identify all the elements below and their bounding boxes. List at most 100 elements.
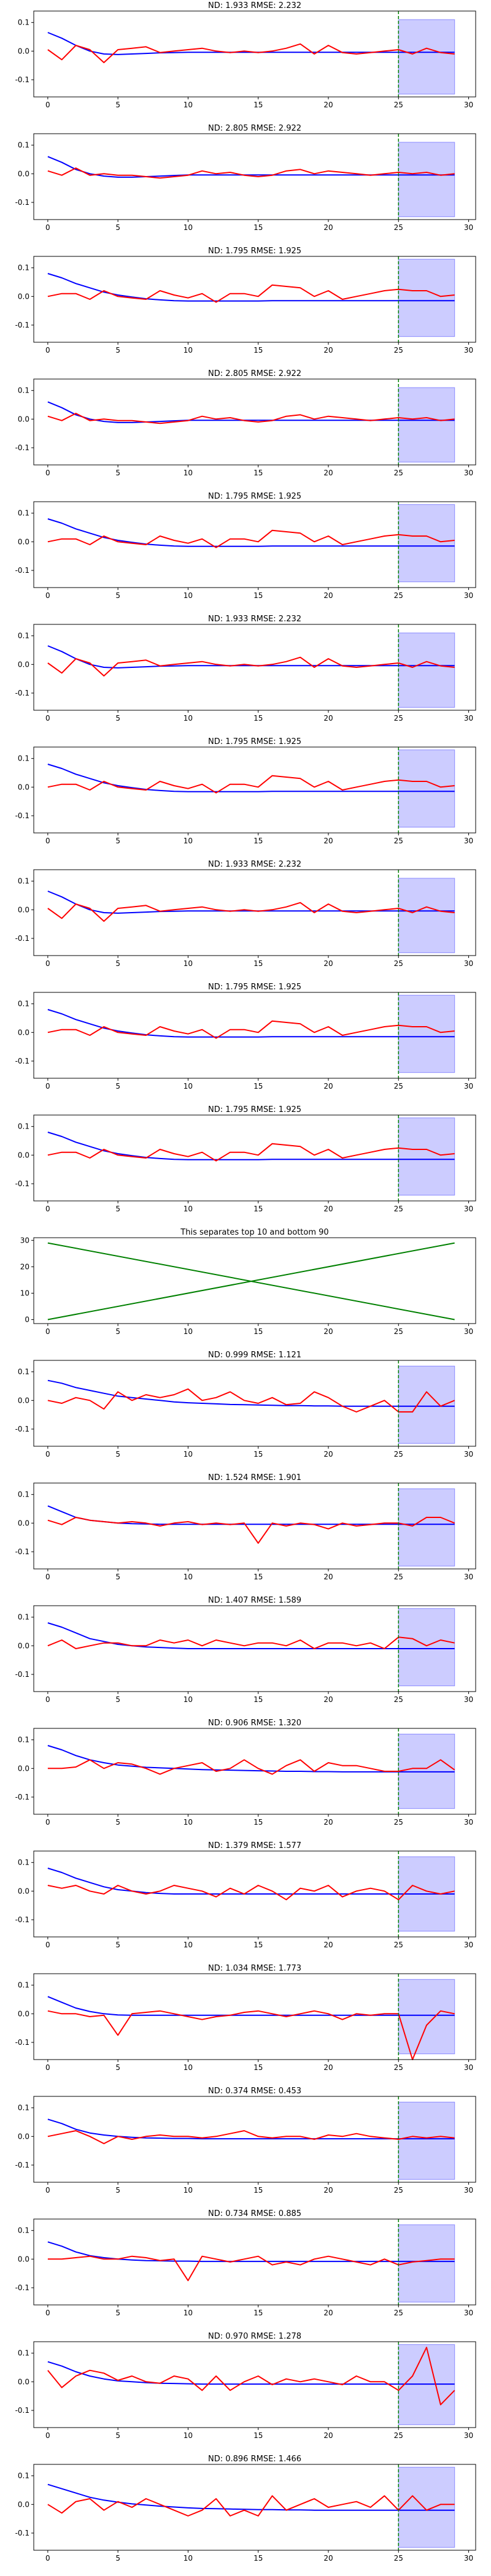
y-tick-label: -0.1 [15, 1793, 29, 1801]
x-tick-label: 20 [323, 223, 333, 232]
x-tick-label: 30 [464, 1082, 473, 1091]
x-tick-label: 5 [115, 1205, 120, 1213]
x-tick-label: 20 [323, 1082, 333, 1091]
axes-frame [33, 256, 476, 343]
x-tick-label: 10 [184, 101, 193, 109]
x-tick-label: 25 [394, 1205, 403, 1213]
y-tick-label: 0.0 [18, 783, 29, 791]
x-tick-label: 15 [253, 1573, 263, 1581]
axes-frame [33, 501, 476, 588]
y-tick-label: 0.0 [18, 905, 29, 914]
x-tick-label: 0 [45, 346, 50, 355]
x-tick-label: 30 [464, 837, 473, 845]
y-tick-label: 0.1 [18, 1368, 29, 1376]
x-tick-label: 30 [464, 1818, 473, 1827]
y-tick-label: 0.1 [18, 1000, 29, 1008]
prediction-interval [398, 387, 455, 462]
y-tick-label: 0.0 [18, 2500, 29, 2509]
actual-line [47, 1759, 455, 1775]
y-tick-label: 0.1 [18, 18, 29, 27]
subplot-title: ND: 1.795 RMSE: 1.925 [208, 983, 301, 992]
x-tick-label: 20 [323, 1573, 333, 1581]
y-tick-label: -0.1 [15, 198, 29, 207]
forecast-line [47, 401, 455, 423]
y-tick-label: -0.1 [15, 2283, 29, 2292]
y-tick-label: 0.1 [18, 264, 29, 272]
x-tick-label: 5 [115, 837, 120, 845]
x-tick-label: 10 [184, 1818, 193, 1827]
subplot-4: ND: 2.805 RMSE: 2.922 0 5 10 15 20 25 30 -0.1 0.0… [15, 369, 476, 477]
x-tick-label: 25 [394, 2431, 403, 2440]
subplot-title: ND: 1.795 RMSE: 1.925 [208, 737, 301, 746]
x-tick-label: 10 [184, 1695, 193, 1704]
y-tick-label: 0.0 [18, 1764, 29, 1773]
y-tick-label: 0.0 [18, 1396, 29, 1405]
x-tick-label: 15 [253, 1450, 263, 1459]
subplot-7: ND: 1.795 RMSE: 1.925 0 5 10 15 20 25 30 -0.1 0.0… [15, 737, 476, 845]
x-tick-label: 0 [45, 1205, 50, 1213]
y-tick-label: -0.1 [15, 811, 29, 820]
y-tick-label: 0.1 [18, 1122, 29, 1131]
x-tick-label: 25 [394, 346, 403, 355]
x-tick-label: 5 [115, 2554, 120, 2563]
x-tick-label: 10 [184, 837, 193, 845]
divider-line-2 [47, 1242, 455, 1321]
forecast-line [47, 273, 455, 302]
subplot-13: ND: 1.524 RMSE: 1.901 0 5 10 15 20 25 30 -0.1 0.0… [15, 1473, 476, 1581]
x-tick-label: 0 [45, 591, 50, 600]
actual-line [47, 2010, 455, 2060]
x-tick-label: 20 [323, 2431, 333, 2440]
x-tick-label: 0 [45, 1695, 50, 1704]
x-tick-label: 10 [184, 714, 193, 723]
x-tick-label: 0 [45, 1450, 50, 1459]
axes-frame [33, 2341, 476, 2428]
y-tick-label: -0.1 [15, 689, 29, 697]
x-tick-label: 15 [253, 101, 263, 109]
subplot-21: ND: 0.896 RMSE: 1.466 0 5 10 15 20 25 30 -0.1 0.0… [15, 2455, 476, 2563]
x-tick-label: 5 [115, 2431, 120, 2440]
x-tick-label: 5 [115, 346, 120, 355]
y-tick-label: -0.1 [15, 1057, 29, 1065]
x-tick-label: 20 [323, 2063, 333, 2072]
x-tick-label: 20 [323, 1941, 333, 1949]
x-tick-label: 20 [323, 837, 333, 845]
y-tick-label: -0.1 [15, 75, 29, 84]
subplot-1: ND: 1.933 RMSE: 2.232 0 5 10 15 20 25 30 -0.1 0.0… [15, 1, 476, 109]
x-tick-label: 15 [253, 223, 263, 232]
x-tick-label: 5 [115, 959, 120, 968]
y-tick-label: 0.1 [18, 2349, 29, 2358]
x-tick-label: 5 [115, 1327, 120, 1336]
forecast-line [47, 1505, 455, 1525]
y-tick-label: -0.1 [15, 2406, 29, 2415]
x-tick-label: 25 [394, 591, 403, 600]
y-tick-label: 0.1 [18, 1490, 29, 1499]
actual-line [47, 284, 455, 303]
subplot-11: This separates top 10 and bottom 90 0 5 10 1… [20, 1228, 476, 1336]
x-tick-label: 30 [464, 2554, 473, 2563]
x-tick-label: 0 [45, 837, 50, 845]
axes-frame [33, 10, 476, 98]
x-tick-label: 5 [115, 2186, 120, 2195]
axes-frame [33, 1973, 476, 2060]
y-tick-label: 0 [25, 1316, 29, 1324]
x-tick-label: 15 [253, 2063, 263, 2072]
y-tick-label: 0.0 [18, 2132, 29, 2141]
x-tick-label: 10 [184, 223, 193, 232]
y-tick-label: -0.1 [15, 2529, 29, 2537]
prediction-interval [398, 878, 455, 953]
y-tick-label: -0.1 [15, 934, 29, 943]
subplot-title: ND: 1.933 RMSE: 2.232 [208, 860, 301, 869]
x-tick-label: 25 [394, 714, 403, 723]
subplot-title: ND: 1.379 RMSE: 1.577 [208, 1841, 301, 1850]
x-tick-label: 20 [323, 2186, 333, 2195]
forecast-line [47, 1868, 455, 1895]
y-tick-label: 0.0 [18, 1519, 29, 1527]
forecast-line [47, 2118, 455, 2140]
y-tick-label: 0.0 [18, 169, 29, 178]
x-tick-label: 20 [323, 1450, 333, 1459]
x-tick-label: 15 [253, 1818, 263, 1827]
forecast-line [47, 1996, 455, 2016]
x-tick-label: 0 [45, 1082, 50, 1091]
subplot-title: ND: 0.374 RMSE: 0.453 [208, 2087, 301, 2096]
x-tick-label: 0 [45, 2186, 50, 2195]
